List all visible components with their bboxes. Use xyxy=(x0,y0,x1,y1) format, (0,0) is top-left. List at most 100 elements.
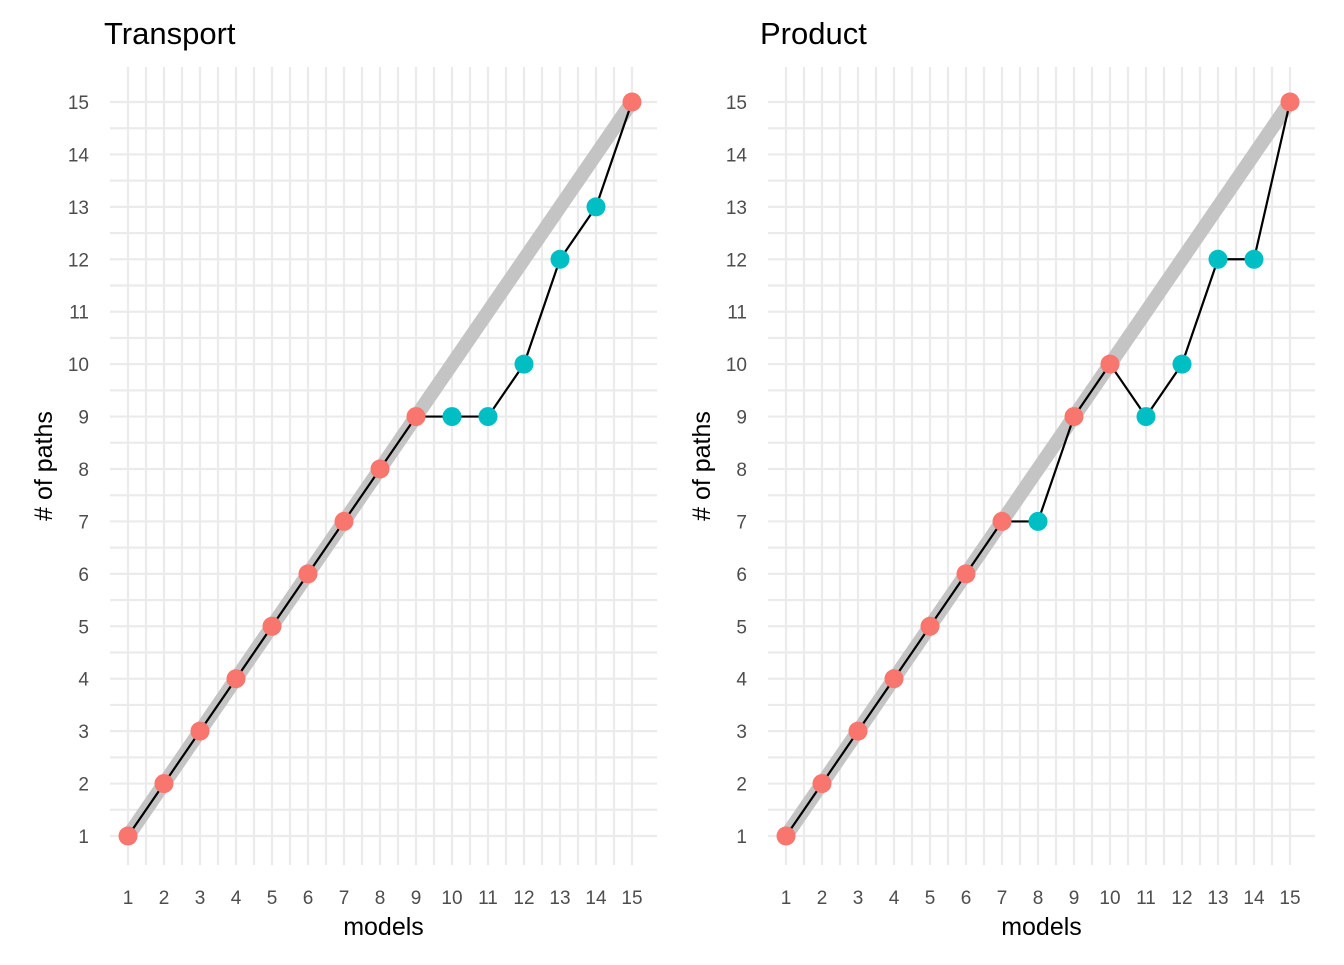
data-point xyxy=(1208,249,1228,269)
y-tick-label: 12 xyxy=(726,250,747,271)
y-tick-label: 9 xyxy=(78,408,89,429)
y-tick-label: 2 xyxy=(78,775,89,796)
y-axis-label: # of paths xyxy=(30,411,58,521)
x-tick-label: 3 xyxy=(853,888,864,909)
data-point xyxy=(992,511,1012,531)
y-tick-label: 1 xyxy=(78,827,89,848)
x-tick-label: 12 xyxy=(1171,888,1192,909)
data-point xyxy=(622,92,642,112)
x-tick-label: 8 xyxy=(1033,888,1044,909)
y-tick-label: 2 xyxy=(736,775,747,796)
data-point xyxy=(1100,354,1120,374)
x-tick-label: 2 xyxy=(817,888,828,909)
y-tick-label: 3 xyxy=(78,722,89,743)
y-tick-label: 7 xyxy=(736,512,747,533)
data-point xyxy=(370,459,390,479)
x-tick-label: 7 xyxy=(339,888,350,909)
data-point xyxy=(848,721,868,741)
data-point xyxy=(920,616,940,636)
x-tick-label: 4 xyxy=(231,888,242,909)
data-point xyxy=(406,407,426,427)
y-tick-label: 5 xyxy=(78,617,89,638)
x-tick-label: 1 xyxy=(781,888,792,909)
x-axis-label: models xyxy=(1001,913,1082,941)
y-tick-label: 13 xyxy=(726,198,747,219)
x-tick-label: 5 xyxy=(925,888,936,909)
y-tick-label: 11 xyxy=(727,303,747,324)
y-tick-label: 4 xyxy=(736,670,747,691)
y-tick-label: 8 xyxy=(78,460,89,481)
x-tick-label: 13 xyxy=(1207,888,1228,909)
panel-transport: 1 2 3 4 5 6 7 8 9 10 11 12 13 14 151234567891011121314… xyxy=(30,16,657,941)
y-tick-label: 7 xyxy=(78,512,89,533)
y-tick-label: 14 xyxy=(726,145,748,166)
data-point xyxy=(586,197,606,217)
y-tick-label: 13 xyxy=(68,198,89,219)
x-tick-label: 15 xyxy=(1279,888,1300,909)
y-tick-label: 6 xyxy=(78,565,89,586)
data-point xyxy=(514,354,534,374)
x-tick-label: 12 xyxy=(513,888,534,909)
y-tick-label: 5 xyxy=(736,617,747,638)
data-point xyxy=(442,407,462,427)
x-tick-label: 6 xyxy=(303,888,314,909)
y-tick-label: 10 xyxy=(68,355,89,376)
x-tick-label: 10 xyxy=(441,888,462,909)
x-tick-label: 11 xyxy=(1136,888,1156,909)
x-tick-label: 9 xyxy=(411,888,422,909)
x-tick-label: 1 xyxy=(123,888,134,909)
data-point xyxy=(550,249,570,269)
x-tick-label: 14 xyxy=(585,888,607,909)
x-tick-label: 13 xyxy=(549,888,570,909)
x-tick-label: 15 xyxy=(621,888,642,909)
data-point xyxy=(190,721,210,741)
data-point xyxy=(154,774,174,794)
x-tick-label: 6 xyxy=(961,888,972,909)
y-tick-label: 4 xyxy=(78,670,89,691)
data-point xyxy=(118,826,138,846)
data-point xyxy=(776,826,796,846)
chart-title: Product xyxy=(760,16,867,51)
y-tick-label: 15 xyxy=(726,93,747,114)
chart-title: Transport xyxy=(104,16,236,51)
x-tick-label: 5 xyxy=(267,888,278,909)
data-point xyxy=(956,564,976,584)
y-tick-label: 12 xyxy=(68,250,89,271)
data-point xyxy=(1136,407,1156,427)
data-point xyxy=(1280,92,1300,112)
y-tick-label: 3 xyxy=(736,722,747,743)
y-axis-label: # of paths xyxy=(688,411,716,521)
x-tick-label: 8 xyxy=(375,888,386,909)
x-tick-label: 2 xyxy=(159,888,170,909)
data-point xyxy=(812,774,832,794)
gridlines xyxy=(110,67,657,865)
data-point xyxy=(1028,511,1048,531)
data-point xyxy=(1244,249,1264,269)
x-tick-label: 7 xyxy=(997,888,1008,909)
y-tick-label: 10 xyxy=(726,355,747,376)
data-point xyxy=(1172,354,1192,374)
y-tick-label: 1 xyxy=(736,827,747,848)
y-tick-label: 15 xyxy=(68,93,89,114)
data-point xyxy=(478,407,498,427)
data-point xyxy=(334,511,354,531)
data-point xyxy=(262,616,282,636)
data-point xyxy=(884,669,904,689)
data-point xyxy=(1064,407,1084,427)
x-tick-label: 11 xyxy=(478,888,498,909)
data-point xyxy=(298,564,318,584)
y-tick-label: 11 xyxy=(69,303,89,324)
x-tick-label: 10 xyxy=(1099,888,1120,909)
y-tick-label: 9 xyxy=(736,408,747,429)
x-axis-label: models xyxy=(343,913,424,941)
y-tick-label: 6 xyxy=(736,565,747,586)
x-tick-label: 9 xyxy=(1069,888,1080,909)
x-tick-label: 14 xyxy=(1243,888,1265,909)
y-tick-label: 14 xyxy=(68,145,90,166)
data-point xyxy=(226,669,246,689)
x-tick-label: 3 xyxy=(195,888,206,909)
x-tick-label: 4 xyxy=(889,888,900,909)
y-tick-label: 8 xyxy=(736,460,747,481)
